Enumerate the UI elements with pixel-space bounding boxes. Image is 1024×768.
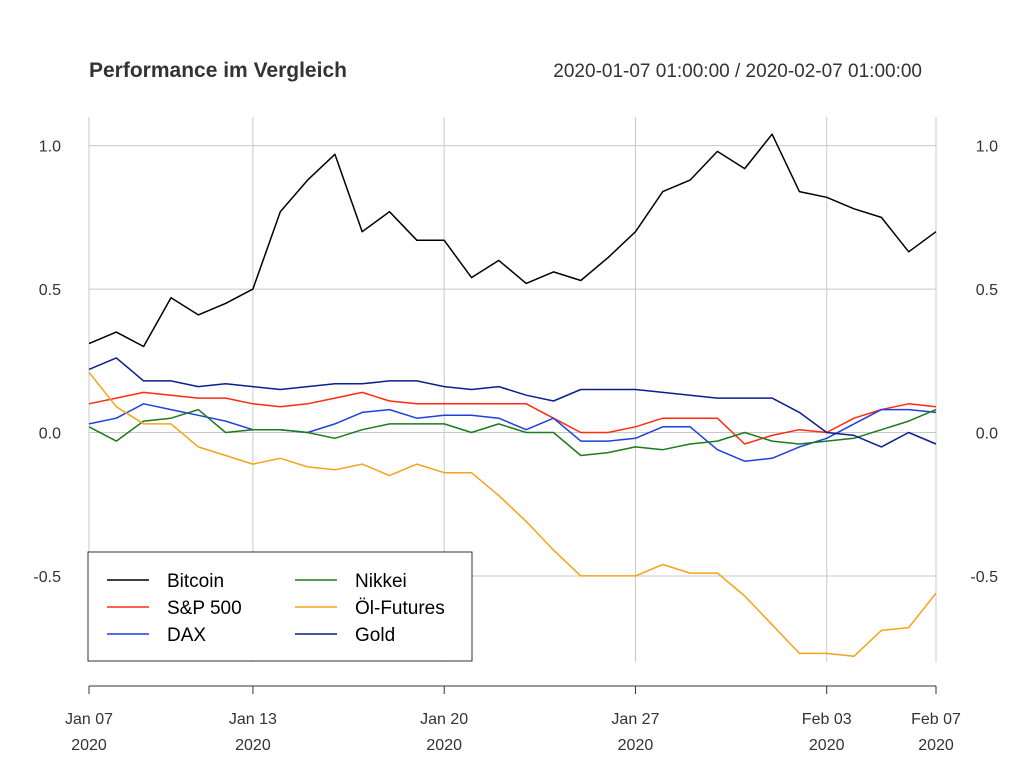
- legend-label: Bitcoin: [167, 571, 224, 592]
- y-tick-label-left: 0.0: [39, 426, 61, 443]
- legend-label: Öl-Futures: [355, 598, 445, 619]
- y-tick-label-right: 0.0: [976, 426, 998, 443]
- legend-label: S&P 500: [167, 598, 242, 619]
- legend-label: DAX: [167, 625, 206, 646]
- x-tick-label: Jan 13: [229, 711, 277, 728]
- series-line-dax: [88, 403, 937, 462]
- legend: Bitcoin S&P 500 DAX Nikkei Öl-Futures Gold: [87, 551, 473, 662]
- x-tick-year-label: 2020: [809, 737, 845, 754]
- x-tick-label: Jan 27: [611, 711, 659, 728]
- y-tick-label-left: -0.5: [33, 569, 61, 586]
- chart-title: Performance im Vergleich: [89, 59, 347, 82]
- x-tick-label: Feb 03: [802, 711, 852, 728]
- series-line-s-p-500: [88, 391, 937, 445]
- x-tick-year-label: 2020: [918, 737, 954, 754]
- y-tick-label-right: -0.5: [970, 569, 998, 586]
- series-lines: [88, 133, 937, 658]
- y-tick-label-right: 0.5: [976, 282, 998, 299]
- x-tick-year-label: 2020: [618, 737, 654, 754]
- series-line-gold: [88, 357, 937, 448]
- series-line-bitcoin: [88, 133, 937, 348]
- series-line--l-futures: [88, 371, 937, 658]
- series-line-nikkei: [88, 408, 937, 457]
- x-tick-label: Feb 07: [911, 711, 961, 728]
- x-tick-year-label: 2020: [426, 737, 462, 754]
- x-tick-year-label: 2020: [71, 737, 107, 754]
- x-tick-year-label: 2020: [235, 737, 271, 754]
- x-tick-label: Jan 07: [65, 711, 113, 728]
- legend-label: Nikkei: [355, 571, 407, 592]
- x-tick-label: Jan 20: [420, 711, 468, 728]
- legend-box: [87, 551, 473, 662]
- axes: 1.0 1.0 0.5 0.5 0.0 0.0 -0.5 -0.5 Jan 07 2020 Jan …: [33, 139, 998, 754]
- y-tick-label-right: 1.0: [976, 139, 998, 156]
- y-tick-label-left: 1.0: [39, 139, 61, 156]
- y-tick-label-left: 0.5: [39, 282, 61, 299]
- chart-subtitle: 2020-01-07 01:00:00 / 2020-02-07 01:00:0…: [553, 61, 922, 82]
- legend-label: Gold: [355, 625, 395, 646]
